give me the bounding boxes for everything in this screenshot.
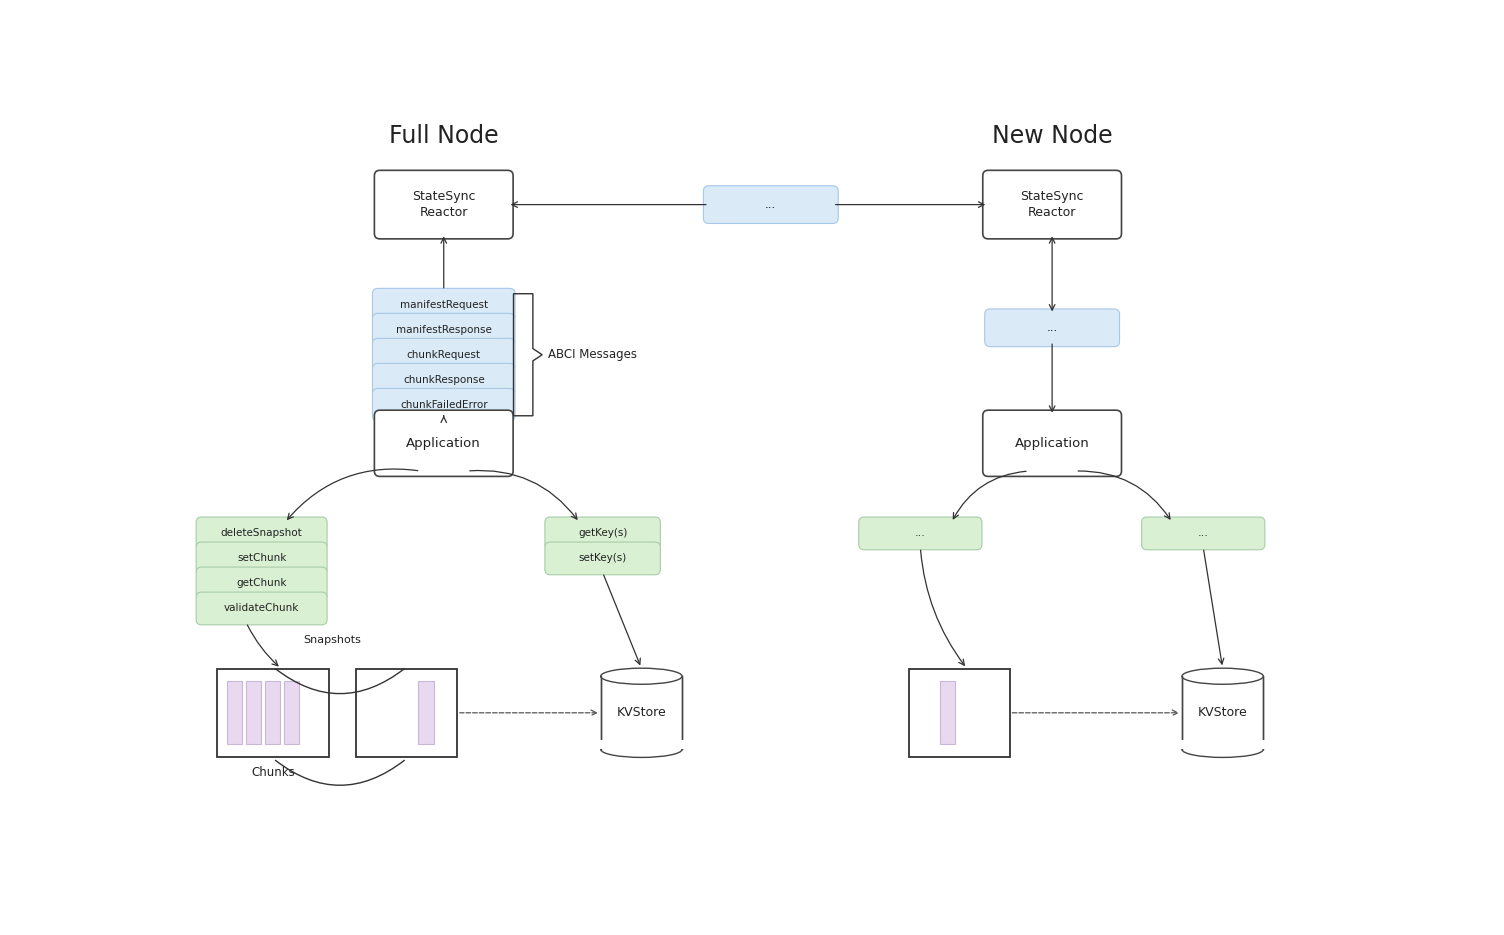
Text: chunkFailedError: chunkFailedError (400, 400, 487, 410)
Ellipse shape (600, 741, 681, 757)
Text: KVStore: KVStore (1197, 706, 1247, 719)
Text: Chunks: Chunks (251, 767, 295, 779)
Text: StateSync
Reactor: StateSync Reactor (412, 190, 475, 219)
Bar (600, 676, 681, 749)
Bar (940, 682, 955, 744)
Text: setKey(s): setKey(s) (579, 554, 627, 564)
Text: Snapshots: Snapshots (304, 636, 361, 645)
FancyBboxPatch shape (374, 410, 513, 477)
Bar (227, 682, 242, 744)
Ellipse shape (1182, 669, 1263, 684)
FancyBboxPatch shape (373, 313, 514, 346)
FancyBboxPatch shape (373, 388, 514, 421)
FancyBboxPatch shape (544, 517, 660, 550)
Text: validateChunk: validateChunk (224, 603, 299, 613)
FancyBboxPatch shape (373, 338, 514, 371)
FancyBboxPatch shape (544, 542, 660, 575)
Bar (1182, 676, 1263, 749)
Text: Application: Application (406, 437, 481, 450)
FancyBboxPatch shape (1142, 517, 1265, 550)
Bar (284, 682, 299, 744)
FancyBboxPatch shape (196, 542, 326, 575)
Text: Full Node: Full Node (390, 123, 498, 148)
FancyBboxPatch shape (982, 170, 1122, 238)
FancyBboxPatch shape (982, 410, 1122, 477)
Text: chunkRequest: chunkRequest (406, 350, 481, 360)
Bar (356, 669, 457, 757)
Text: getChunk: getChunk (236, 579, 287, 588)
FancyBboxPatch shape (373, 288, 514, 321)
FancyBboxPatch shape (196, 567, 326, 600)
FancyBboxPatch shape (196, 592, 326, 625)
FancyBboxPatch shape (704, 186, 838, 223)
Ellipse shape (600, 669, 681, 684)
Text: setChunk: setChunk (238, 554, 286, 564)
FancyBboxPatch shape (859, 517, 982, 550)
FancyBboxPatch shape (373, 364, 514, 396)
FancyBboxPatch shape (196, 517, 326, 550)
Bar (1181, 740, 1265, 749)
Text: ...: ... (1047, 322, 1057, 335)
Text: StateSync
Reactor: StateSync Reactor (1020, 190, 1084, 219)
Bar (247, 682, 260, 744)
Text: KVStore: KVStore (617, 706, 666, 719)
Text: ...: ... (1197, 528, 1209, 539)
Text: manifestResponse: manifestResponse (396, 324, 492, 335)
Ellipse shape (1182, 741, 1263, 757)
Text: deleteSnapshot: deleteSnapshot (221, 528, 302, 539)
Bar (599, 740, 684, 749)
Text: chunkResponse: chunkResponse (403, 375, 484, 385)
Text: New Node: New Node (991, 123, 1113, 148)
FancyBboxPatch shape (985, 309, 1119, 347)
FancyBboxPatch shape (374, 170, 513, 238)
Text: getKey(s): getKey(s) (578, 528, 627, 539)
Text: Application: Application (1015, 437, 1089, 450)
Bar (908, 669, 1009, 757)
Bar (217, 669, 329, 757)
Bar (418, 682, 433, 744)
Text: manifestRequest: manifestRequest (400, 300, 487, 309)
Text: ...: ... (914, 528, 926, 539)
Bar (265, 682, 280, 744)
Text: ABCI Messages: ABCI Messages (549, 348, 638, 361)
Text: ...: ... (766, 198, 776, 211)
